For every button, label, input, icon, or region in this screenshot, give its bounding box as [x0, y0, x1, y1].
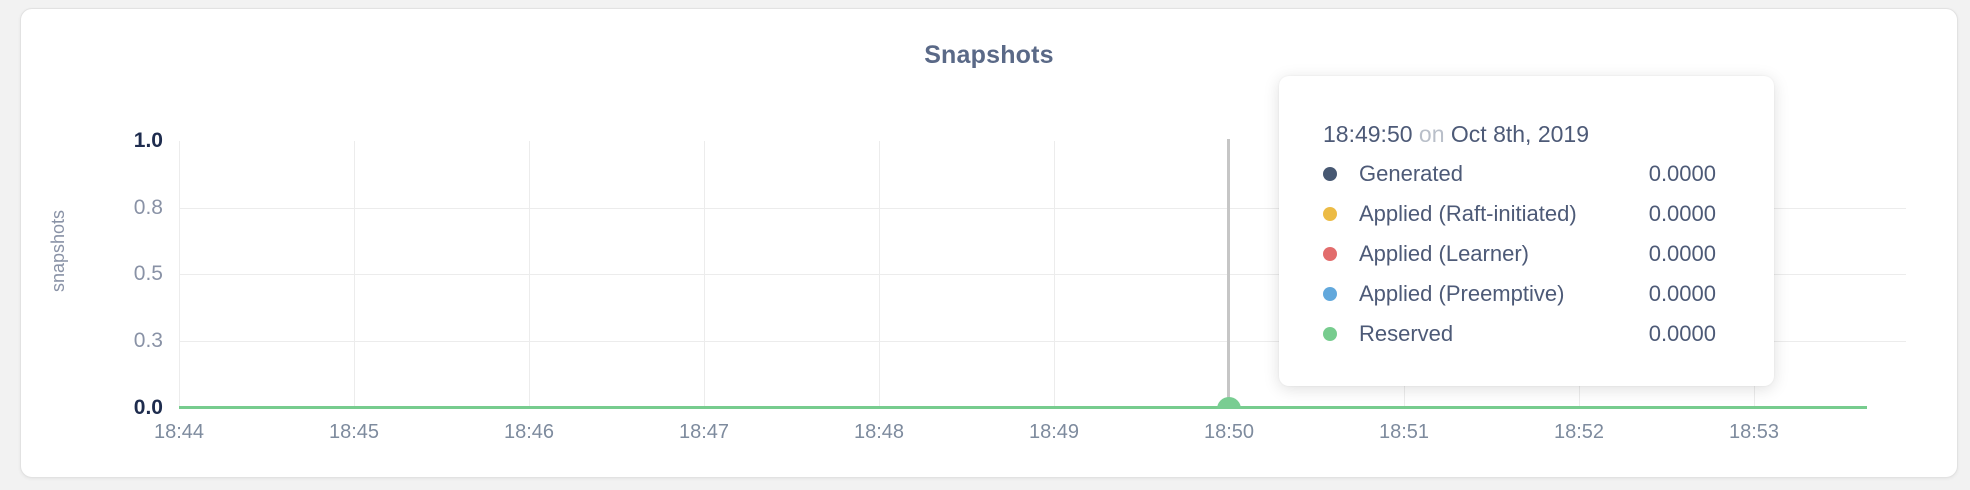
tooltip-header: 18:49:50 on Oct 8th, 2019 — [1323, 121, 1589, 148]
y-tick-label: 0.5 — [133, 262, 163, 285]
series-color-dot — [1323, 167, 1337, 181]
legend-value: 0.0000 — [1648, 201, 1716, 226]
x-tick-label: 18:50 — [1203, 421, 1255, 443]
chart-tooltip: 18:49:50 on Oct 8th, 2019 Generated 0.00… — [1279, 76, 1774, 386]
y-axis-label: snapshots — [48, 209, 68, 293]
y-tick-label: 0.3 — [133, 329, 163, 352]
legend-value: 0.0000 — [1648, 321, 1716, 346]
x-tick-label: 18:46 — [503, 421, 555, 443]
x-tick-label: 18:53 — [1728, 421, 1780, 443]
legend-row: Applied (Learner) 0.0000 — [1323, 239, 1716, 269]
legend-row: Reserved 0.0000 — [1323, 319, 1716, 349]
x-tick-label: 18:49 — [1028, 421, 1080, 443]
x-tick-label: 18:52 — [1553, 421, 1605, 443]
legend-label: Applied (Raft-initiated) — [1359, 201, 1577, 226]
legend-label: Reserved — [1359, 321, 1454, 346]
legend-row: Generated 0.0000 — [1323, 159, 1716, 189]
tooltip-date: Oct 8th, 2019 — [1450, 121, 1589, 147]
series-line-reserved — [179, 406, 1867, 409]
x-tick-label: 18:44 — [153, 421, 205, 443]
x-tick-label: 18:45 — [328, 421, 380, 443]
y-tick-label: 1.0 — [133, 129, 163, 152]
hover-point-marker — [1217, 397, 1241, 409]
legend-row: Applied (Raft-initiated) 0.0000 — [1323, 199, 1716, 229]
y-tick-label: 0.0 — [133, 396, 163, 419]
y-tick-label: 0.8 — [133, 196, 163, 219]
series-color-dot — [1323, 327, 1337, 341]
legend-value: 0.0000 — [1648, 241, 1716, 266]
x-tick-label: 18:51 — [1378, 421, 1430, 443]
x-tick-label: 18:48 — [853, 421, 905, 443]
legend-label: Applied (Learner) — [1359, 241, 1529, 266]
series-color-dot — [1323, 287, 1337, 301]
legend-row: Applied (Preemptive) 0.0000 — [1323, 279, 1716, 309]
x-tick-label: 18:47 — [678, 421, 730, 443]
crosshair-line — [1227, 139, 1230, 409]
gridline-horizontal — [179, 274, 1906, 275]
legend-label: Applied (Preemptive) — [1359, 281, 1565, 306]
series-color-dot — [1323, 247, 1337, 261]
legend-label: Generated — [1359, 161, 1463, 186]
series-color-dot — [1323, 207, 1337, 221]
tooltip-time: 18:49:50 — [1323, 121, 1413, 147]
legend-value: 0.0000 — [1648, 161, 1716, 186]
gridline-horizontal — [179, 341, 1906, 342]
chart-title: Snapshots — [924, 41, 1054, 69]
gridline-horizontal — [179, 208, 1906, 209]
tooltip-connector: on — [1418, 121, 1445, 147]
chart-card: Snapshots snapshots 1.0 0.8 0.5 0.3 0.0 … — [20, 8, 1958, 478]
legend-value: 0.0000 — [1648, 281, 1716, 306]
